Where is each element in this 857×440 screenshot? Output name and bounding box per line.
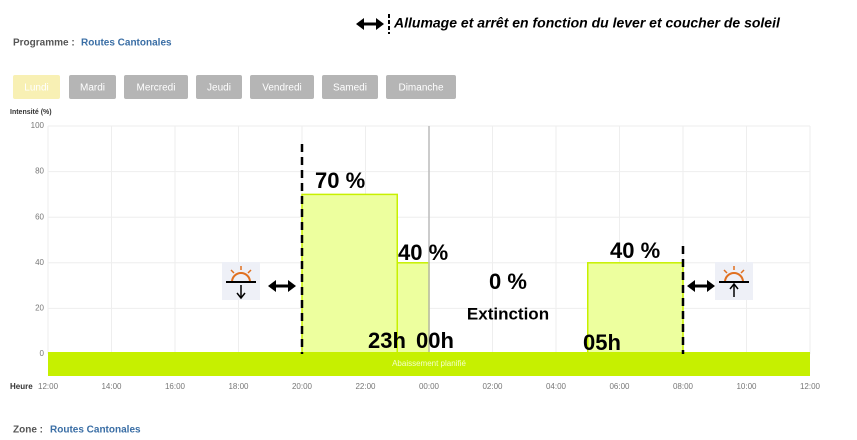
annotation: 23h	[368, 328, 406, 353]
day-button[interactable]: Mardi	[69, 75, 116, 99]
value-label: 40 %	[610, 238, 660, 263]
program-name: Routes Cantonales	[81, 38, 172, 49]
x-tick-label: 16:00	[165, 382, 186, 391]
y-tick-label: 100	[31, 121, 45, 130]
button-bg	[69, 75, 116, 99]
x-tick-label: 14:00	[101, 382, 122, 391]
baseline-band	[48, 352, 810, 376]
day-button[interactable]: Jeudi	[196, 75, 242, 99]
x-tick-label: 18:00	[228, 382, 249, 391]
button-bg	[13, 75, 60, 99]
x-tick-label: 20:00	[292, 382, 313, 391]
button-label: Samedi	[333, 83, 367, 94]
value-label: 40 %	[398, 240, 448, 265]
day-button[interactable]: Lundi	[13, 75, 60, 99]
button-bg	[250, 75, 314, 99]
annotation: Extinction	[467, 304, 549, 323]
y-tick-label: 0	[40, 349, 45, 358]
annotation: 00h	[416, 328, 454, 353]
button-bg	[386, 75, 456, 99]
y-tick-label: 40	[35, 258, 44, 267]
x-tick-label: 00:00	[419, 382, 440, 391]
button-label: Dimanche	[398, 83, 443, 94]
y-tick-label: 20	[35, 304, 44, 313]
button-label: Mercredi	[137, 83, 176, 94]
day-button[interactable]: Mercredi	[124, 75, 188, 99]
annotation: 05h	[583, 330, 621, 355]
x-tick-label: 04:00	[546, 382, 567, 391]
sunrise-icon	[715, 262, 753, 300]
segment	[587, 262, 684, 355]
button-label: Mardi	[80, 83, 105, 94]
day-button[interactable]: Dimanche	[386, 75, 456, 99]
headline: Allumage et arrêt en fonction du lever e…	[393, 15, 781, 31]
sunset-icon	[222, 262, 260, 300]
button-bg	[196, 75, 242, 99]
zone-name: Routes Cantonales	[50, 425, 141, 435]
day-button[interactable]: Samedi	[322, 75, 378, 99]
button-bg	[322, 75, 378, 99]
value-label: 0 %	[489, 269, 527, 294]
day-button[interactable]: Vendredi	[250, 75, 314, 99]
y-tick-label: 60	[35, 212, 44, 221]
button-label: Jeudi	[207, 83, 231, 94]
button-label: Lundi	[24, 83, 48, 94]
baseline-label: Abaissement planifié	[392, 359, 466, 368]
y-axis-label: Intensité (%)	[10, 109, 52, 116]
program-label: Programme :	[13, 38, 75, 49]
arrow-icon	[356, 14, 390, 34]
x-axis-label: Heure	[10, 382, 33, 391]
button-label: Vendredi	[262, 83, 301, 94]
x-tick-label: 02:00	[482, 382, 503, 391]
value-label: 70 %	[315, 168, 365, 193]
x-tick-label: 12:00	[38, 382, 59, 391]
x-tick-label: 08:00	[673, 382, 694, 391]
x-tick-label: 22:00	[355, 382, 376, 391]
double-arrow	[268, 280, 296, 292]
zone-label: Zone :	[13, 425, 43, 435]
x-tick-label: 10:00	[736, 382, 757, 391]
button-bg	[124, 75, 188, 99]
double-arrow	[687, 280, 715, 292]
x-tick-label: 06:00	[609, 382, 630, 391]
y-tick-label: 80	[35, 167, 44, 176]
x-tick-label: 12:00	[800, 382, 821, 391]
